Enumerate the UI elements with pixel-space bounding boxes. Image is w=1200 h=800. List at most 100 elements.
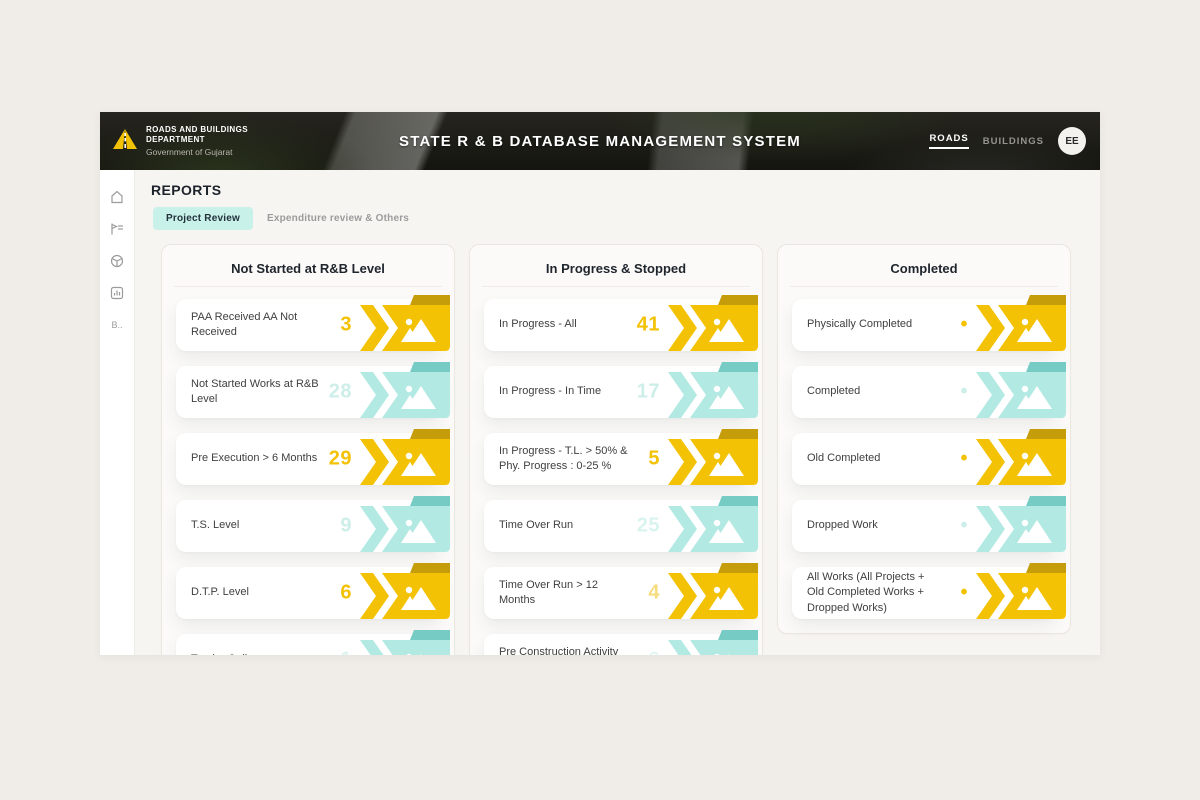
tab-expenditure-review[interactable]: Expenditure review & Others — [266, 213, 410, 224]
report-card-count: 3 — [340, 313, 352, 336]
report-column-panel: Not Started at R&B Level PAA Received AA… — [161, 244, 455, 655]
nav-roads[interactable]: ROADS — [929, 133, 969, 149]
mountain-ribbon-icon — [974, 563, 1066, 619]
report-card-label: Pre Construction Activity Works — [499, 645, 619, 655]
report-card[interactable]: All Works (All Projects + Old Completed … — [792, 563, 1066, 619]
report-card-count: 28 — [328, 380, 352, 403]
page-title: STATE R & B DATABASE MANAGEMENT SYSTEM — [399, 132, 801, 150]
mountain-ribbon-icon — [358, 429, 450, 485]
report-card[interactable]: Old Completed • — [792, 429, 1066, 485]
divider — [790, 286, 1058, 287]
report-card[interactable]: T.S. Level 9 — [176, 496, 450, 552]
org-name-line2: DEPARTMENT — [146, 135, 205, 144]
avatar[interactable]: EE — [1058, 127, 1086, 155]
mountain-ribbon-icon — [358, 630, 450, 655]
report-card-count: • — [960, 380, 968, 403]
report-card[interactable]: Physically Completed • — [792, 295, 1066, 351]
report-card[interactable]: Completed • — [792, 362, 1066, 418]
report-card-count: 17 — [636, 380, 660, 403]
report-card[interactable]: Dropped Work • — [792, 496, 1066, 552]
report-column-panel: In Progress & Stopped In Progress - All … — [469, 244, 763, 655]
report-card[interactable]: PAA Received AA Not Received 3 — [176, 295, 450, 351]
report-card-count: • — [960, 313, 968, 336]
report-card-label: PAA Received AA Not Received — [191, 310, 298, 338]
report-card-label: In Progress - T.L. > 50% & Phy. Progress… — [499, 444, 628, 472]
divider — [482, 286, 750, 287]
report-card-label: Completed — [807, 385, 861, 398]
column-title: Completed — [890, 261, 958, 276]
report-card-count: 6 — [340, 581, 352, 604]
tasks-flag-icon — [110, 222, 124, 236]
report-card[interactable]: Not Started Works at R&B Level 28 — [176, 362, 450, 418]
report-card-label: Physically Completed — [807, 318, 913, 331]
sidebar-item-home[interactable] — [106, 186, 128, 208]
report-card-label: All Works (All Projects + Old Completed … — [807, 570, 925, 614]
report-tabs: Project Review Expenditure review & Othe… — [153, 207, 1072, 230]
main-content: REPORTS Project Review Expenditure revie… — [135, 170, 1100, 655]
report-card-label: In Progress - All — [499, 318, 577, 331]
report-card-count: 25 — [636, 514, 660, 537]
report-card-label: Time Over Run > 12 Months — [499, 578, 598, 606]
sidebar-item-b[interactable]: B.. — [106, 314, 128, 336]
report-card[interactable]: Time Over Run > 12 Months 4 — [484, 563, 758, 619]
mountain-ribbon-icon — [358, 496, 450, 552]
mountain-ribbon-icon — [666, 563, 758, 619]
mountain-ribbon-icon — [974, 295, 1066, 351]
report-card-count: • — [960, 514, 968, 537]
org-name-line1: ROADS AND BUILDINGS — [146, 125, 248, 134]
brand: ROADS AND BUILDINGS DEPARTMENT Governmen… — [112, 125, 248, 157]
report-card[interactable]: D.T.P. Level 6 — [176, 563, 450, 619]
report-card-count: 6 — [648, 649, 660, 656]
report-card-count: • — [960, 447, 968, 470]
mountain-ribbon-icon — [666, 630, 758, 655]
mountain-ribbon-icon — [666, 496, 758, 552]
report-card[interactable]: Time Over Run 25 — [484, 496, 758, 552]
report-card-label: Time Over Run — [499, 519, 574, 532]
report-card[interactable]: In Progress - All 41 — [484, 295, 758, 351]
mountain-ribbon-icon — [358, 563, 450, 619]
mountain-ribbon-icon — [358, 362, 450, 418]
report-card-label: Pre Execution > 6 Months — [191, 452, 318, 465]
report-card-count: 41 — [636, 313, 660, 336]
mountain-ribbon-icon — [974, 362, 1066, 418]
road-logo-icon — [112, 127, 138, 156]
mountain-ribbon-icon — [666, 295, 758, 351]
sidebar-item-operations[interactable] — [106, 250, 128, 272]
header-nav: ROADS BUILDINGS EE — [929, 127, 1086, 155]
report-card-label: Tender Online — [191, 652, 260, 655]
report-card[interactable]: In Progress - T.L. > 50% & Phy. Progress… — [484, 429, 758, 485]
report-card-label: In Progress - In Time — [499, 385, 602, 398]
nav-buildings[interactable]: BUILDINGS — [982, 135, 1044, 147]
report-card[interactable]: In Progress - In Time 17 — [484, 362, 758, 418]
report-card-count: 5 — [648, 447, 660, 470]
report-column-panel: Completed Physically Completed • Complet… — [777, 244, 1071, 634]
sidebar: B.. — [100, 170, 135, 655]
report-card[interactable]: Tender Online 1 — [176, 630, 450, 656]
report-card-label: Not Started Works at R&B Level — [191, 377, 319, 405]
report-card-label: Old Completed — [807, 452, 881, 465]
sidebar-item-tasks[interactable] — [106, 218, 128, 240]
mountain-ribbon-icon — [666, 429, 758, 485]
report-card-count: 4 — [648, 581, 660, 604]
report-card-count: 1 — [340, 649, 352, 656]
report-card-count: • — [960, 581, 968, 604]
report-card-label: T.S. Level — [191, 519, 240, 532]
column-title: Not Started at R&B Level — [231, 261, 385, 276]
steering-wheel-icon — [110, 254, 124, 268]
org-subtitle: Government of Gujarat — [146, 147, 233, 157]
column-title: In Progress & Stopped — [545, 261, 687, 276]
divider — [174, 286, 442, 287]
brand-text: ROADS AND BUILDINGS DEPARTMENT Governmen… — [146, 125, 248, 157]
report-card[interactable]: Pre Execution > 6 Months 29 — [176, 429, 450, 485]
report-card[interactable]: Pre Construction Activity Works 6 — [484, 630, 758, 656]
report-card-label: D.T.P. Level — [191, 586, 249, 599]
app-window: ROADS AND BUILDINGS DEPARTMENT Governmen… — [100, 112, 1100, 655]
tab-project-review[interactable]: Project Review — [153, 207, 253, 230]
report-card-label: Dropped Work — [807, 519, 878, 532]
mountain-ribbon-icon — [666, 362, 758, 418]
report-card-count: 29 — [328, 447, 352, 470]
reports-heading: REPORTS — [151, 182, 222, 198]
sidebar-item-reports[interactable] — [106, 282, 128, 304]
mountain-ribbon-icon — [974, 429, 1066, 485]
text-b-icon: B.. — [111, 320, 123, 330]
